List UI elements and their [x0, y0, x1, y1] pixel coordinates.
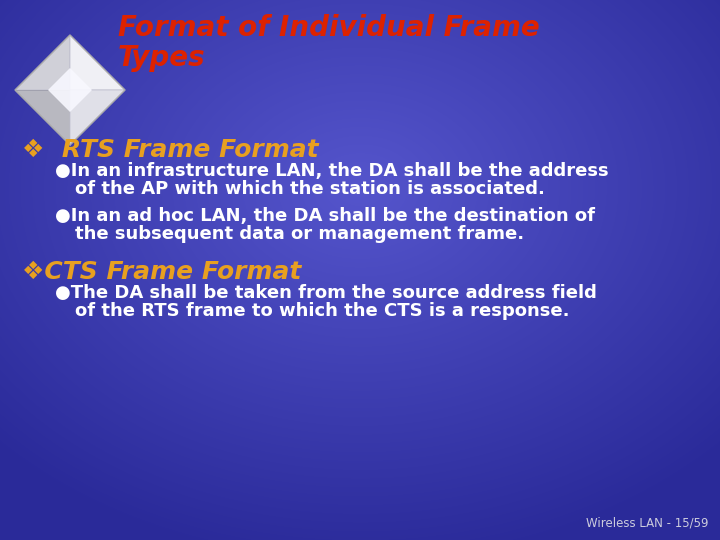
Polygon shape: [48, 68, 92, 112]
Text: ❖CTS Frame Format: ❖CTS Frame Format: [22, 260, 302, 284]
Polygon shape: [15, 35, 70, 90]
Text: Format of Individual Frame: Format of Individual Frame: [118, 14, 540, 42]
Text: Wireless LAN - 15/59: Wireless LAN - 15/59: [585, 517, 708, 530]
Text: of the AP with which the station is associated.: of the AP with which the station is asso…: [75, 180, 545, 198]
Text: ❖  RTS Frame Format: ❖ RTS Frame Format: [22, 138, 319, 162]
Text: Types: Types: [118, 44, 206, 72]
Polygon shape: [70, 90, 125, 145]
Polygon shape: [70, 35, 125, 90]
Text: the subsequent data or management frame.: the subsequent data or management frame.: [75, 225, 524, 243]
Text: of the RTS frame to which the CTS is a response.: of the RTS frame to which the CTS is a r…: [75, 302, 570, 320]
Polygon shape: [15, 90, 70, 145]
Text: ●In an ad hoc LAN, the DA shall be the destination of: ●In an ad hoc LAN, the DA shall be the d…: [55, 207, 595, 225]
Text: ●The DA shall be taken from the source address field: ●The DA shall be taken from the source a…: [55, 284, 597, 302]
Text: ●In an infrastructure LAN, the DA shall be the address: ●In an infrastructure LAN, the DA shall …: [55, 162, 608, 180]
